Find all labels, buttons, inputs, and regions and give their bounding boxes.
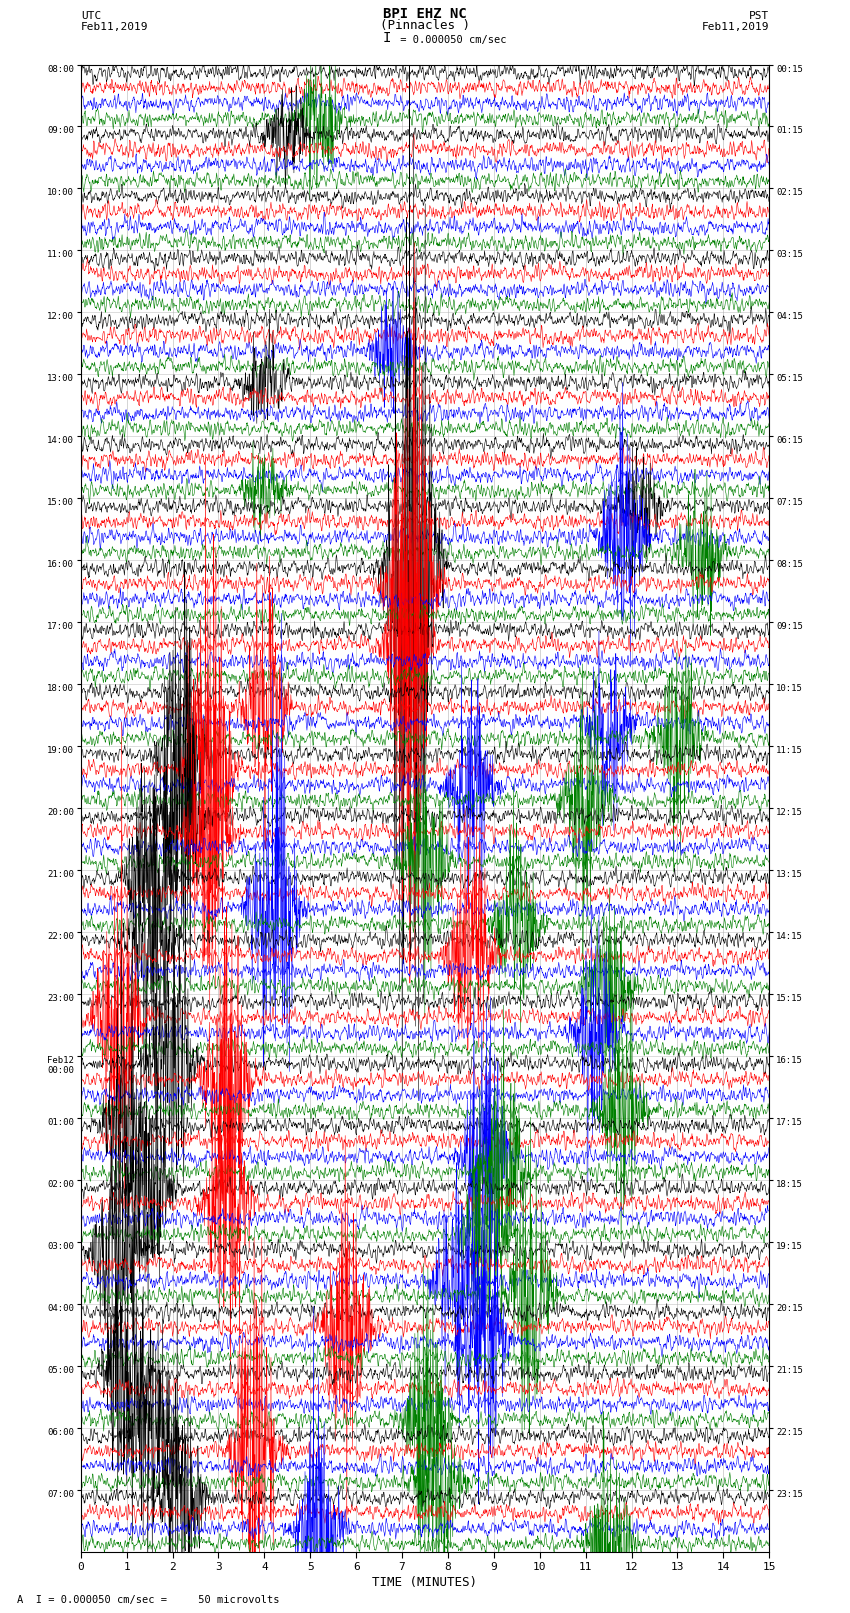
Text: UTC: UTC: [81, 11, 101, 21]
Text: BPI EHZ NC: BPI EHZ NC: [383, 6, 467, 21]
Text: Feb11,2019: Feb11,2019: [702, 23, 769, 32]
Text: I: I: [382, 31, 391, 45]
Text: = 0.000050 cm/sec: = 0.000050 cm/sec: [394, 35, 506, 45]
X-axis label: TIME (MINUTES): TIME (MINUTES): [372, 1576, 478, 1589]
Text: (Pinnacles ): (Pinnacles ): [380, 19, 470, 32]
Text: Feb11,2019: Feb11,2019: [81, 23, 148, 32]
Text: A  I = 0.000050 cm/sec =     50 microvolts: A I = 0.000050 cm/sec = 50 microvolts: [17, 1595, 280, 1605]
Text: PST: PST: [749, 11, 769, 21]
